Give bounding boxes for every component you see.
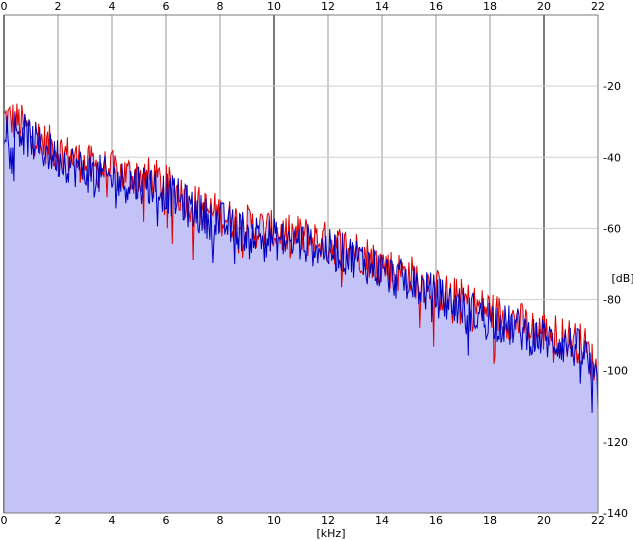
- x-tick-label-top: 8: [217, 0, 224, 13]
- x-tick-label-top: 20: [537, 0, 551, 13]
- x-tick-label-bottom: 20: [537, 514, 551, 527]
- x-tick-label-bottom: 16: [429, 514, 443, 527]
- x-tick-label-top: 16: [429, 0, 443, 13]
- x-tick-label-top: 12: [321, 0, 335, 13]
- x-tick-label-bottom: 14: [375, 514, 389, 527]
- y-tick-label: -60: [603, 222, 621, 235]
- y-tick-label: -20: [603, 80, 621, 93]
- y-tick-label: -40: [603, 151, 621, 164]
- x-tick-label-bottom: 6: [163, 514, 170, 527]
- x-tick-label-bottom: 22: [591, 514, 605, 527]
- plot-frame: [3, 14, 599, 514]
- spectrum-area-fill: [4, 103, 598, 513]
- x-tick-label-bottom: 4: [109, 514, 116, 527]
- x-tick-label-top: 0: [1, 0, 8, 13]
- x-axis-label: [kHz]: [317, 527, 346, 540]
- x-tick-label-top: 6: [163, 0, 170, 13]
- x-tick-label-top: 4: [109, 0, 116, 13]
- x-tick-label-bottom: 0: [1, 514, 8, 527]
- x-tick-label-top: 18: [483, 0, 497, 13]
- series-line-blue: [3, 112, 599, 413]
- x-tick-label-top: 22: [591, 0, 605, 13]
- y-tick-label: -120: [603, 436, 628, 449]
- x-tick-label-top: 14: [375, 0, 389, 13]
- y-tick-label: -140: [603, 507, 628, 520]
- x-tick-label-top: 2: [55, 0, 62, 13]
- x-tick-label-bottom: 10: [267, 514, 281, 527]
- y-tick-label: -100: [603, 365, 628, 378]
- x-tick-label-bottom: 8: [217, 514, 224, 527]
- x-tick-label-bottom: 12: [321, 514, 335, 527]
- y-tick-labels: -20 -40 -60 -80 -100 -120 -140: [603, 80, 628, 520]
- y-axis-label: [dB]: [611, 272, 633, 285]
- x-tick-label-bottom: 18: [483, 514, 497, 527]
- y-tick-label: -80: [603, 294, 621, 307]
- x-tick-label-bottom: 2: [55, 514, 62, 527]
- series-line-red: [3, 103, 599, 391]
- x-tick-label-top: 10: [267, 0, 281, 13]
- series-layer: [3, 103, 599, 413]
